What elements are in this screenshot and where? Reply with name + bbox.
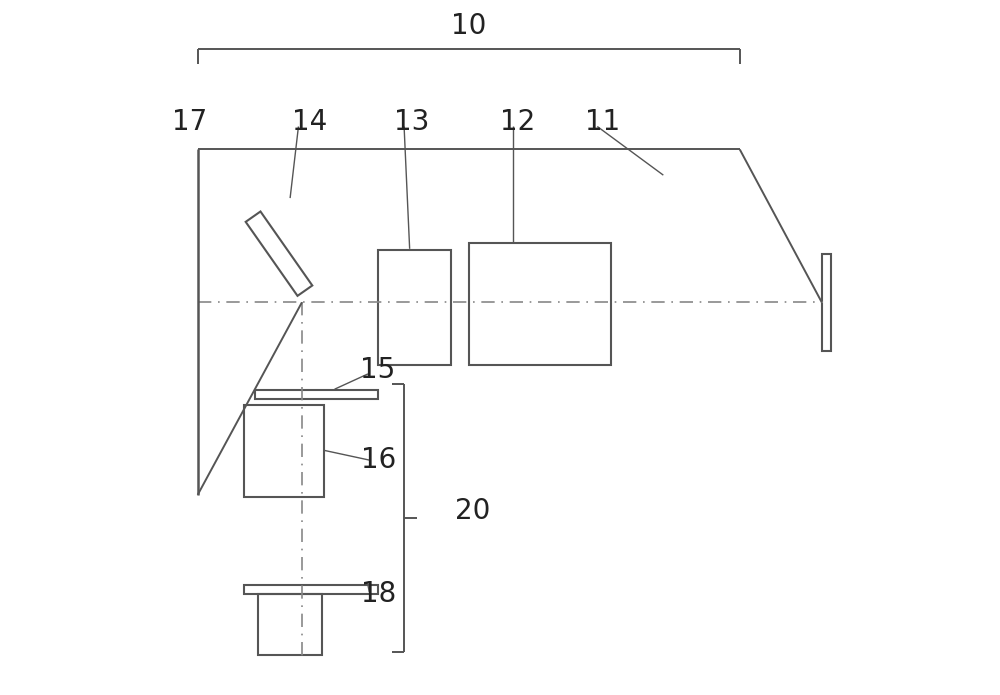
Bar (469, 243, 611, 365)
Text: 15: 15 (360, 356, 395, 384)
Text: 12: 12 (500, 108, 535, 136)
Bar (244, 405, 324, 497)
Bar (244, 585, 378, 594)
Text: 17: 17 (172, 108, 207, 136)
Bar (378, 250, 451, 365)
Text: 10: 10 (451, 13, 486, 40)
Text: 18: 18 (361, 580, 396, 608)
Text: 20: 20 (455, 497, 490, 525)
Text: 11: 11 (585, 108, 620, 136)
Bar (255, 391, 378, 399)
Text: 14: 14 (292, 108, 327, 136)
Text: 13: 13 (394, 108, 430, 136)
Bar (258, 594, 322, 655)
Bar (822, 254, 831, 351)
Text: 16: 16 (361, 446, 396, 474)
